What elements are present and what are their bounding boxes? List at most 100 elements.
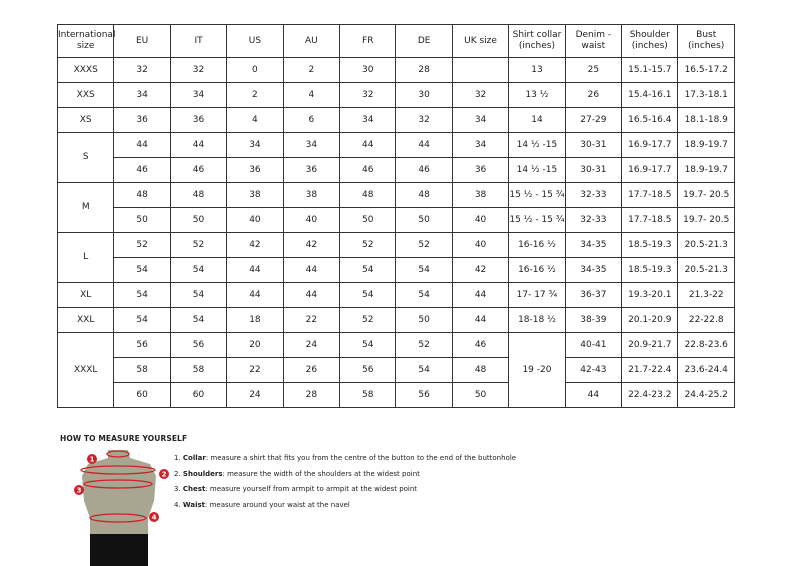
table-cell: 54 [113,257,171,283]
table-cell: 50 [169,207,228,233]
column-header: AU [282,24,341,58]
step-text: : measure around your waist at the navel [205,500,350,509]
table-cell: 42-43 [564,357,623,383]
table-row: L 52 52 42 42 52 52 40 16-16 ½ 34-35 18.5-19.3 20.5… [56,232,735,283]
step-collar: 1. Collar: measure a shirt that fits you… [174,451,516,467]
column-header: Shoulder (inches) [621,24,679,58]
step-label: Waist [182,500,206,509]
table-cell: 18.9-19.7 [677,157,735,183]
table-cell: 16.5-17.2 [677,57,735,83]
table-cell: 54 [395,257,453,283]
pants-shape [90,534,148,566]
step-text: : measure yourself from armpit to armpit… [205,485,418,493]
table-cell: 52 [395,232,453,258]
table-cell: 17.7-18.5 [621,207,679,233]
table-row: XXXL 56 56 20 24 54 52 46 19 -20 40-41 20.9-21.7 22… [56,332,735,408]
table-cell: 32 [451,82,510,108]
marker-3 [74,485,84,495]
table-cell: 20 [226,332,284,358]
table-cell: 28 [282,382,341,408]
size-cell: L [56,232,115,283]
table-cell: 27-29 [564,107,623,133]
table-cell: 52 [113,232,171,258]
table-cell: 22.4-23.2 [621,382,679,408]
table-cell: 44 [451,282,510,308]
table-cell: 13 [508,57,566,83]
table-cell: 40 [451,232,510,258]
table-cell: 2 [282,57,341,83]
column-header: DE [395,24,453,58]
table-cell: 44 [339,132,397,158]
table-cell: 25 [564,57,623,83]
table-cell: 56 [339,357,397,383]
table-cell: 60 [169,382,228,408]
table-cell: 44 [282,257,341,283]
step-num: 1. [174,454,181,462]
table-cell: 26 [282,357,341,383]
table-cell: 16.5-16.4 [621,107,679,133]
table-cell: 18.5-19.3 [621,232,679,258]
table-cell: 36 [282,157,341,183]
step-num: 3. [174,485,181,493]
table-cell: 32 [113,57,171,83]
table-cell: 18.9-19.7 [677,132,735,158]
table-row: 46 46 36 36 46 46 36 14 ½ -15 30-31 16.9-17.7 18.9… [58,157,735,183]
table-cell: 16.9-17.7 [621,157,679,183]
table-row: XS 36 36 4 6 34 32 34 14 27-29 16.5-16.4 18.1-18.9 [56,107,735,133]
table-cell: 0 [226,57,284,83]
table-cell: 46 [339,157,397,183]
step-label: Chest [182,485,206,493]
table-cell: 48 [339,182,397,208]
table-cell: 36 [226,157,284,183]
table-cell: 20.5-21.3 [677,232,735,258]
table-cell: 50 [395,307,453,333]
table-cell: 32 [339,82,397,108]
marker-3-label: 3 [77,487,82,495]
step-waist: 4. Waist: measure around your waist at t… [174,498,516,514]
table-cell: 32-33 [564,207,623,233]
table-cell: 26 [564,82,623,108]
table-cell: 15.4-16.1 [621,82,679,108]
step-text: : measure the width of the shoulders at … [222,469,420,478]
table-row: S 44 44 34 34 44 44 34 14 ½ -15 30-31 16.9-17.7 18.… [56,132,735,183]
collar-cell: 19 -20 [508,332,566,408]
table-cell: 14 ½ -15 [508,157,566,183]
table-row: XXS 34 34 2 4 32 30 32 13 ½ 26 15.4-16.1 17.3-18.1 [56,82,735,108]
table-cell: 56 [169,332,228,358]
table-cell: 54 [339,282,397,308]
waist-line [89,513,147,523]
table-cell: 36 [451,157,510,183]
table-cell: 54 [169,282,228,308]
table-cell: 22.8-23.6 [677,332,735,358]
measure-steps: 1. Collar: measure a shirt that fits you… [174,451,516,513]
table-cell: 34 [339,107,397,133]
table-cell: 23.6-24.4 [677,357,735,383]
table-cell: 20.1-20.9 [621,307,679,333]
table-cell: 50 [395,207,453,233]
table-cell: 60 [113,382,171,408]
size-cell: XXXS [56,57,115,83]
table-cell: 24.4-25.2 [677,382,735,408]
table-cell: 17.3-18.1 [677,82,735,108]
table-cell: 40 [451,207,510,233]
table-cell: 58 [113,357,171,383]
step-num: 2. [174,469,181,478]
table-cell: 54 [395,282,453,308]
size-cell: XXS [56,82,115,108]
table-cell: 38 [282,182,341,208]
table-cell: 30 [395,82,453,108]
table-row: 50 50 40 40 50 50 40 15 ½ - 15 ¾ 32-33 17.7-18.5 1… [58,207,735,233]
table-cell: 20.9-21.7 [621,332,679,358]
step-num: 4. [174,500,181,509]
table-cell: 52 [339,307,397,333]
table-cell: 30-31 [564,132,623,158]
table-cell: 13 ½ [508,82,566,108]
table-cell: 44 [226,282,284,308]
table-row: 60 60 24 28 58 56 50 44 22.4-23.2 24.4-25.2 [58,382,735,408]
table-cell: 50 [451,382,510,408]
table-cell: 42 [282,232,341,258]
table-cell: 24 [226,382,284,408]
size-chart-table: International size EU IT US AU FR DE UK size Shi… [56,24,735,408]
table-cell: 18 [226,307,284,333]
table-cell: 38-39 [564,307,623,333]
